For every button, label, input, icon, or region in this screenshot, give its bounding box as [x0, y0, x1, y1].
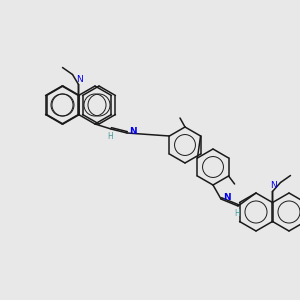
Text: N: N	[223, 194, 231, 202]
Text: N: N	[129, 128, 136, 136]
Text: N: N	[76, 74, 83, 83]
Text: H: H	[234, 209, 240, 218]
Text: H: H	[107, 132, 113, 141]
Text: N: N	[270, 182, 277, 190]
